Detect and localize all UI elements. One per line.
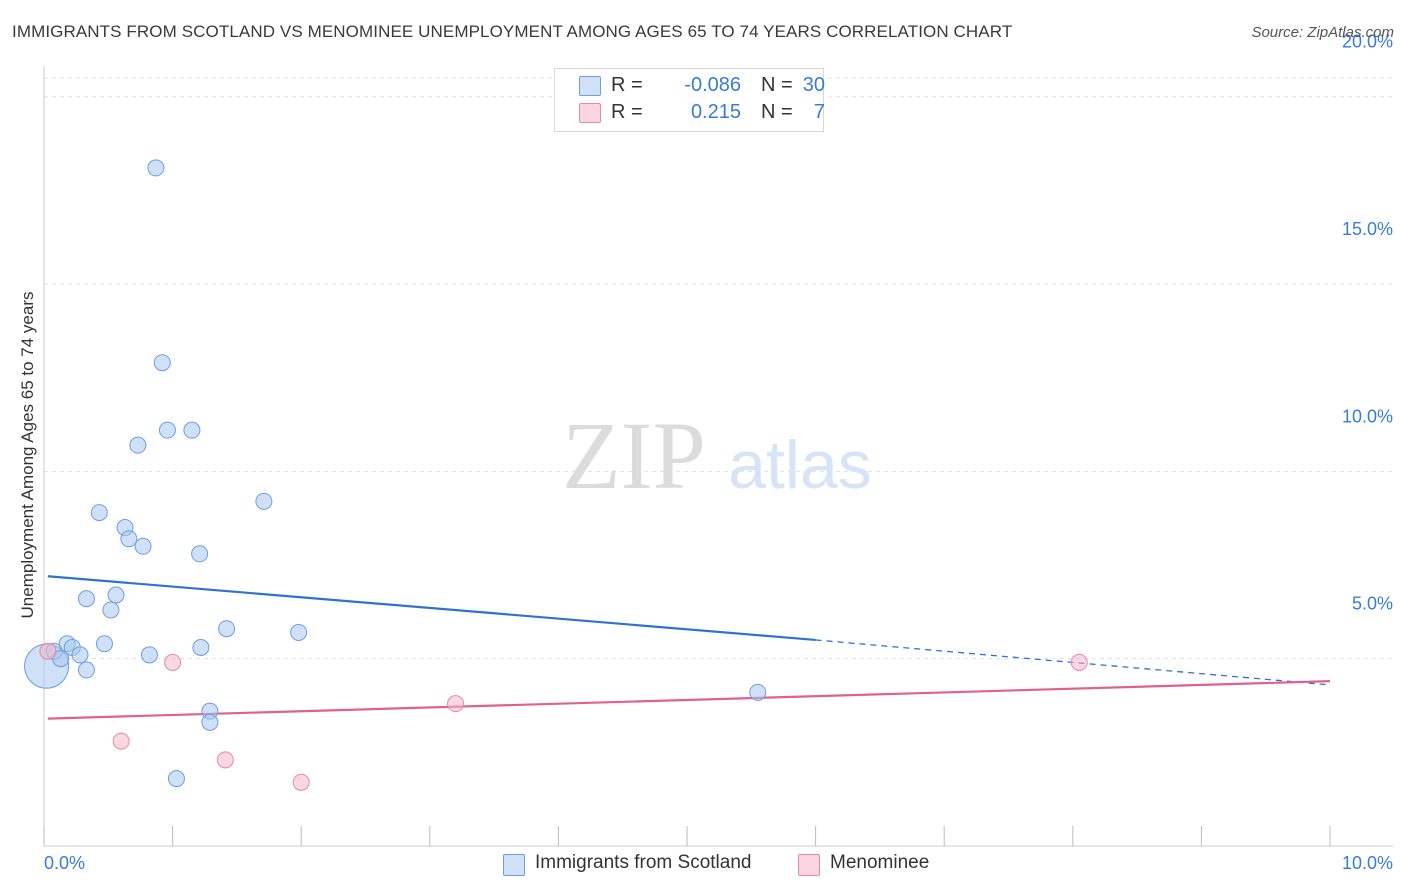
series-name-scotland: Immigrants from Scotland: [535, 852, 752, 873]
point-scotland: [183, 421, 201, 439]
point-scotland: [201, 713, 219, 731]
point-scotland: [218, 620, 236, 638]
y-tick-label: 20.0%: [1342, 32, 1393, 52]
tick-labels: 5.0% 10.0% 15.0% 20.0% 0.0% 10.0%: [44, 32, 1393, 873]
legend-r-label: R =: [611, 74, 643, 96]
y-tick-label: 5.0%: [1352, 594, 1393, 614]
legend-r-value: 0.215: [690, 101, 741, 123]
y-axis-label: Unemployment Among Ages 65 to 74 years: [18, 291, 37, 619]
legend-n-value: 30: [802, 74, 825, 96]
gridlines: [44, 77, 1394, 660]
legend-swatch-menominee: [579, 103, 601, 123]
axes: [43, 66, 1393, 847]
chart-title: IMMIGRANTS FROM SCOTLAND VS MENOMINEE UN…: [12, 22, 1013, 41]
point-scotland: [167, 770, 185, 788]
series-legend: Immigrants from Scotland Menominee: [0, 852, 1406, 878]
y-axis-label-wrap: Unemployment Among Ages 65 to 74 years: [16, 0, 40, 892]
series-swatch-scotland: [503, 854, 525, 876]
point-menominee: [39, 642, 57, 660]
x-tick-label-max: 10.0%: [1342, 853, 1393, 873]
point-scotland: [192, 638, 210, 656]
point-scotland: [77, 661, 95, 679]
point-scotland: [191, 545, 209, 563]
legend-n-label: N =: [761, 101, 793, 123]
point-scotland: [90, 504, 108, 522]
series-name-menominee: Menominee: [830, 852, 930, 873]
point-menominee: [292, 773, 310, 791]
data-points: [24, 159, 1088, 791]
watermark-atlas: atlas: [728, 427, 872, 503]
series-swatch-menominee: [798, 854, 820, 876]
point-menominee: [112, 732, 130, 750]
point-menominee: [216, 751, 234, 769]
watermark-zip: ZIP: [562, 402, 706, 509]
y-tick-label: 10.0%: [1342, 406, 1393, 426]
point-scotland: [102, 601, 120, 619]
point-scotland: [120, 530, 138, 548]
point-menominee: [1070, 653, 1088, 671]
point-scotland: [153, 354, 171, 372]
point-scotland: [77, 590, 95, 608]
point-menominee: [447, 695, 465, 713]
point-scotland: [129, 436, 147, 454]
point-scotland: [255, 492, 273, 510]
legend-swatch-scotland: [579, 76, 601, 96]
watermark: ZIP atlas: [562, 402, 872, 509]
y-tick-label: 15.0%: [1342, 219, 1393, 239]
stats-legend: R = -0.086 N = 30 R = 0.215 N = 7: [554, 68, 825, 132]
point-scotland: [52, 650, 70, 668]
point-scotland: [749, 683, 767, 701]
trend-line-scotland: [47, 575, 816, 642]
legend-n-label: N =: [761, 74, 793, 96]
point-scotland: [140, 646, 158, 664]
point-scotland: [71, 646, 89, 664]
trend-line-menominee: [47, 680, 1331, 720]
point-scotland: [290, 623, 308, 641]
legend-n-value: 7: [813, 101, 825, 123]
point-scotland: [107, 586, 125, 604]
trend-lines: [47, 575, 1331, 720]
point-scotland: [95, 635, 113, 653]
point-menominee: [164, 653, 182, 671]
point-scotland: [134, 537, 152, 555]
x-tick-label-min: 0.0%: [44, 853, 85, 873]
point-scotland: [147, 159, 165, 177]
source-label: Source: ZipAtlas.com: [1251, 24, 1394, 41]
legend-r-label: R =: [611, 101, 643, 123]
legend-r-value: -0.086: [684, 74, 741, 96]
point-scotland: [158, 421, 176, 439]
